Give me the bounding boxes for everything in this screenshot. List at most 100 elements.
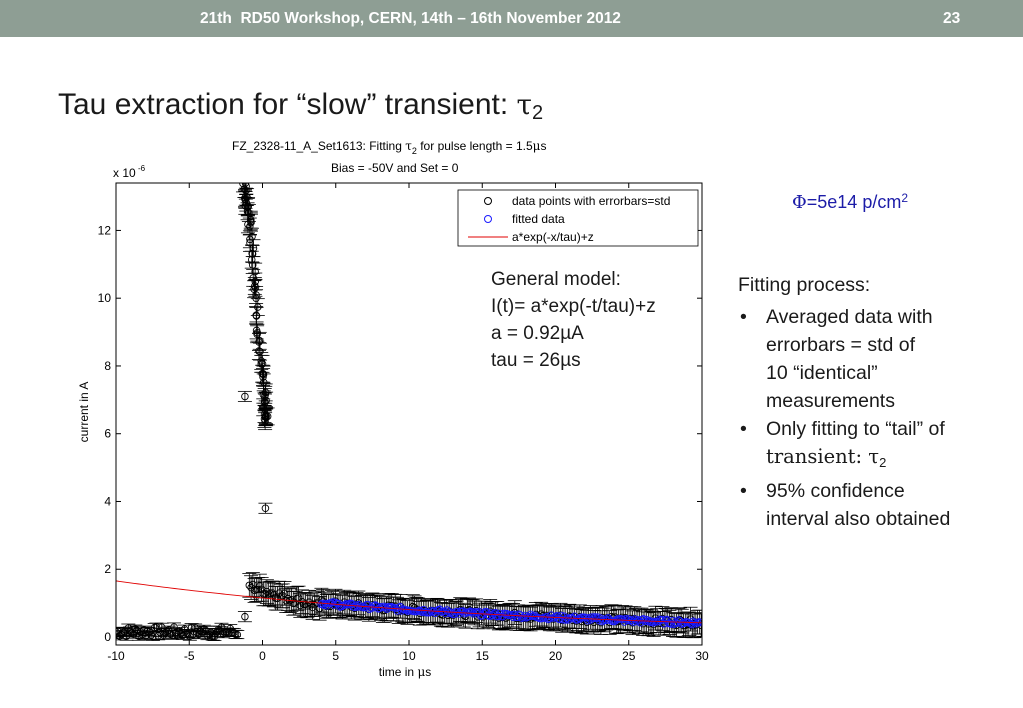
plot-area [116,183,702,641]
fitted-data-marker [519,613,528,622]
x-tick-label: 20 [549,649,563,663]
list-item-line: 95% confidence [766,480,905,502]
legend-fitted-data-label: fitted data [512,212,565,226]
fitted-data-marker [658,615,667,624]
y-tick-label: 8 [104,359,111,373]
legend-fitted-data-marker [484,215,492,223]
data-point-marker [233,630,242,639]
chart-title: FZ_2328-11_A_Set1613: Fitting τ2 for pul… [232,139,546,175]
y-exponent-label: x 10 -6 [113,164,146,180]
chart-title-line2: Bias = -50V and Set = 0 [331,161,459,175]
bullet-icon: • [740,418,747,440]
list-item: • Only fitting to “tail” of transient: τ… [738,415,1013,477]
data-point-marker [253,330,261,339]
fitted-data-marker [646,618,655,627]
slide-title-text: Tau extraction for “slow” transient: [58,88,517,121]
data-point-marker [261,504,270,513]
data-point-marker [247,218,255,227]
data-point-marker [257,360,265,368]
tau-sub: 2 [879,455,887,470]
x-axis-label: time in μs [379,665,432,679]
data-point-marker [255,347,263,355]
data-point-marker [246,222,254,231]
list-item-line: Averaged data with [766,306,933,328]
svg-text:time in μs: time in μs [379,665,432,679]
list-item: • Averaged data with errorbars = std of … [738,303,1013,415]
x-tick-label: 15 [476,649,490,663]
y-tick-label: 12 [98,223,112,237]
x-tick-label: 25 [622,649,636,663]
data-point-marker [252,294,260,302]
axis-ticks: -10 -5 0 5 10 15 20 25 30 0 2 4 6 8 10 12 [98,183,709,663]
fitted-data-marker [655,615,664,624]
fitted-data-marker [538,614,547,623]
x-tick-label: 0 [259,649,266,663]
data-point-marker [241,392,249,401]
x-tick-label: 5 [332,649,339,663]
data-point-marker [241,612,249,621]
x-tick-label: 10 [402,649,416,663]
model-note-line: a = 0.92µA [491,323,584,344]
data-point-marker [248,261,257,269]
slide-title-tau-sub: 2 [532,102,544,124]
fitted-data-marker [645,616,654,625]
slide-number: 23 [943,10,961,27]
x-tick-label: 30 [695,649,709,663]
svg-text:-6: -6 [138,164,146,173]
data-point-marker [242,192,250,201]
header-title: 21th RD50 Workshop, CERN, 14th – 16th No… [200,10,621,27]
y-tick-label: 4 [104,494,111,508]
fitted-data-marker [588,613,596,621]
data-point-marker [262,396,270,405]
fitted-data-marker [468,608,476,617]
x-tick-label: -10 [107,649,125,663]
fitted-data-marker [485,612,494,621]
fitted-data-marker [425,609,434,617]
data-point-marker [122,632,131,640]
data-point-marker [152,623,161,631]
list-item: • 95% confidence interval also obtained [738,477,1013,533]
chart-legend: data points with errorbars=std fitted da… [457,189,699,247]
fitting-process: Fitting process: • Averaged data with er… [738,274,1013,533]
fitted-data-marker [471,607,479,616]
data-point-marker [259,378,268,387]
header-bar: 21th RD50 Workshop, CERN, 14th – 16th No… [0,0,1023,37]
fitted-data-marker [342,600,350,608]
fitted-data-marker [375,604,384,613]
y-tick-label: 2 [104,562,111,576]
bullet-icon: • [740,480,747,502]
y-tick-label: 10 [98,291,112,305]
fitted-data-marker [559,615,567,624]
fitted-data-marker [667,620,675,628]
fluence-sup: 2 [901,191,909,205]
list-item-line: transient: τ2 [766,443,1013,477]
chart-title-line1: FZ_2328-11_A_Set1613: Fitting τ2 for pul… [232,139,546,156]
data-point-marker [262,412,270,420]
fitted-data-marker [585,614,593,622]
data-point-marker [251,284,260,292]
tau-text: transient: τ [766,445,880,468]
fitted-data-marker [351,603,359,612]
fitting-process-title: Fitting process: [738,274,871,296]
fitted-data-marker [403,607,412,615]
y-tick-label: 0 [104,630,111,644]
fitted-data-marker [594,613,602,621]
slide-title-tau: τ [516,88,533,121]
svg-text:x 10: x 10 [113,166,136,180]
fitted-data-marker [591,613,599,621]
list-item-line: interval also obtained [766,508,951,530]
bullet-icon: • [740,306,747,328]
data-point-marker [252,311,260,320]
model-note-line: I(t)= a*exp(-t/tau)+z [491,296,656,317]
fitted-data-marker [353,603,362,611]
y-axis-label: current in A [77,382,91,443]
x-tick-label: -5 [184,649,195,663]
list-item-line: measurements [766,390,895,412]
axes-frame [115,182,703,646]
fitted-data-marker [557,611,566,620]
fitting-process-list: • Averaged data with errorbars = std of … [738,303,1013,533]
list-item-line: 10 “identical” [766,362,878,384]
model-note: General model: I(t)= a*exp(-t/tau)+z a =… [491,266,656,374]
model-note-line: General model: [491,269,621,290]
